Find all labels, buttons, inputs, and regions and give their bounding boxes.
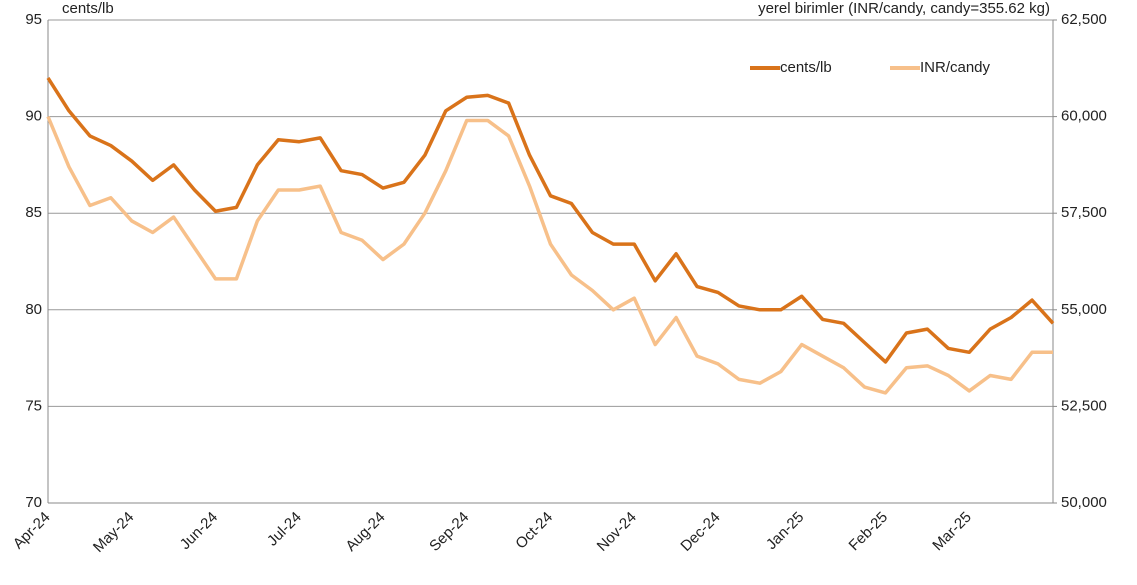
x-tick-label: Jan-25 <box>763 509 807 553</box>
series-line <box>46 115 1053 395</box>
y-tick-label: 70 <box>25 494 42 511</box>
legend-label: cents/lb <box>780 59 832 76</box>
x-tick-label: May-24 <box>90 509 137 556</box>
x-tick-label: Jun-24 <box>177 509 221 553</box>
y-tick-label: 80 <box>25 301 42 318</box>
y-tick-label: 75 <box>25 397 42 414</box>
x-tick-label: Apr-24 <box>10 509 54 553</box>
x-tick-label: Mar-25 <box>929 509 975 555</box>
y2-tick-label: 52,500 <box>1061 397 1107 414</box>
y-axis-label: cents/lb <box>62 0 114 17</box>
x-tick-label: Feb-25 <box>846 509 892 555</box>
y2-tick-label: 50,000 <box>1061 494 1107 511</box>
series-line <box>46 77 1055 364</box>
x-tick-label: Nov-24 <box>594 509 640 555</box>
x-tick-label: Dec-24 <box>677 509 723 555</box>
x-tick-label: Aug-24 <box>342 509 388 555</box>
y2-tick-label: 55,000 <box>1061 301 1107 318</box>
y2-axis-label: yerel birimler (INR/candy, candy=355.62 … <box>758 0 1050 17</box>
y2-tick-label: 57,500 <box>1061 204 1107 221</box>
y-tick-label: 85 <box>25 204 42 221</box>
y2-tick-label: 62,500 <box>1061 11 1107 28</box>
x-tick-label: Oct-24 <box>512 509 556 553</box>
x-tick-label: Sep-24 <box>426 509 472 555</box>
legend-label: INR/candy <box>920 59 991 76</box>
y2-tick-label: 60,000 <box>1061 108 1107 125</box>
y-tick-label: 95 <box>25 11 42 28</box>
y-tick-label: 90 <box>25 108 42 125</box>
x-tick-label: Jul-24 <box>264 509 305 550</box>
